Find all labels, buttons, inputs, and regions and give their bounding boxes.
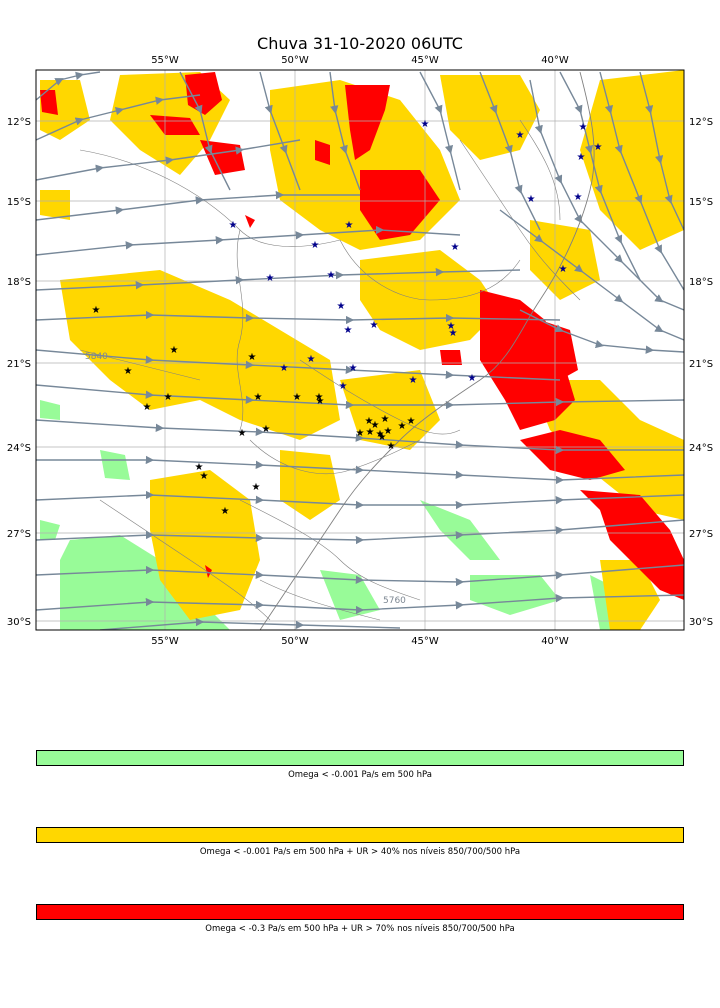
omega-strong-areas	[40, 72, 684, 600]
svg-text:★: ★	[229, 220, 238, 231]
lat-tick-label: 12°S	[689, 117, 713, 128]
svg-text:★: ★	[516, 130, 525, 141]
svg-text:★: ★	[574, 192, 583, 203]
legend-bar-omega-weak	[36, 750, 684, 766]
lon-ticks-bottom: 55°W 50°W 45°W 40°W	[151, 636, 569, 647]
lat-tick-label: 15°S	[7, 197, 31, 208]
svg-text:★: ★	[254, 392, 263, 403]
legend-label-omega-humid: Omega < -0.001 Pa/s em 500 hPa + UR > 40…	[199, 847, 521, 857]
svg-text:★: ★	[143, 402, 152, 413]
svg-text:★: ★	[447, 321, 456, 332]
svg-text:★: ★	[200, 471, 209, 482]
lat-ticks-left: 12°S 15°S 18°S 21°S 24°S 27°S 30°S	[7, 117, 31, 628]
lon-tick-label: 40°W	[541, 636, 569, 647]
svg-text:★: ★	[170, 345, 179, 356]
svg-text:★: ★	[266, 273, 275, 284]
lat-tick-label: 18°S	[689, 277, 713, 288]
streamlines	[36, 71, 684, 630]
lat-tick-label: 24°S	[689, 443, 713, 454]
svg-text:★: ★	[248, 352, 257, 363]
omega-weak-areas	[40, 400, 630, 630]
lon-ticks-top: 55°W 50°W 45°W 40°W	[151, 55, 569, 66]
map-frame	[35, 69, 685, 631]
svg-text:★: ★	[421, 119, 430, 130]
svg-text:★: ★	[371, 420, 380, 431]
legend-bar-omega-humid	[36, 827, 684, 843]
map-title: Chuva 31-10-2020 06UTC	[257, 34, 463, 53]
svg-text:★: ★	[327, 270, 336, 281]
svg-text:★: ★	[349, 363, 358, 374]
svg-text:★: ★	[370, 320, 379, 331]
svg-text:★: ★	[527, 194, 536, 205]
svg-text:★: ★	[195, 462, 204, 473]
svg-text:★: ★	[366, 427, 375, 438]
svg-text:★: ★	[124, 366, 133, 377]
svg-text:★: ★	[468, 373, 477, 384]
svg-text:★: ★	[594, 142, 603, 153]
legend-label-omega-strong: Omega < -0.3 Pa/s em 500 hPa + UR > 70% …	[205, 924, 515, 934]
svg-text:★: ★	[365, 416, 374, 427]
svg-text:★: ★	[387, 441, 396, 452]
lat-tick-label: 24°S	[7, 443, 31, 454]
lat-tick-label: 21°S	[689, 359, 713, 370]
svg-text:★: ★	[344, 325, 353, 336]
svg-text:★: ★	[252, 482, 261, 493]
svg-text:★: ★	[262, 424, 271, 435]
svg-text:★: ★	[316, 396, 325, 407]
svg-text:★: ★	[384, 426, 393, 437]
lat-tick-label: 21°S	[7, 359, 31, 370]
lon-tick-label: 50°W	[281, 636, 309, 647]
lat-tick-label: 12°S	[7, 117, 31, 128]
svg-text:★: ★	[381, 414, 390, 425]
svg-text:★: ★	[92, 305, 101, 316]
svg-text:★: ★	[376, 429, 385, 440]
svg-text:★: ★	[307, 354, 316, 365]
stars-observed: ★★★ ★★★ ★★ ★ ★ ★★ ★★★ ★ ★ ★ ★ ★ ★ ★★★ ★★★	[92, 305, 416, 517]
lat-tick-label: 30°S	[689, 617, 713, 628]
svg-text:★: ★	[409, 375, 418, 386]
lon-tick-label: 50°W	[281, 55, 309, 66]
svg-text:★: ★	[315, 392, 324, 403]
lat-ticks-right: 12°S 15°S 18°S 21°S 24°S 27°S 30°S	[689, 117, 713, 628]
svg-text:★: ★	[579, 122, 588, 133]
lon-tick-label: 45°W	[411, 55, 439, 66]
lat-tick-label: 27°S	[7, 529, 31, 540]
svg-text:★: ★	[238, 428, 247, 439]
lon-tick-label: 55°W	[151, 636, 179, 647]
legend-bar-omega-strong	[36, 904, 684, 920]
svg-text:★: ★	[577, 152, 586, 163]
svg-text:★: ★	[293, 392, 302, 403]
contour-label-5840: 5840	[85, 352, 108, 362]
lat-tick-label: 15°S	[689, 197, 713, 208]
svg-text:★: ★	[449, 328, 458, 339]
svg-text:★: ★	[337, 301, 346, 312]
svg-text:★: ★	[345, 220, 354, 231]
lon-tick-label: 55°W	[151, 55, 179, 66]
coastline	[259, 71, 595, 630]
svg-text:★: ★	[407, 416, 416, 427]
svg-text:★: ★	[356, 428, 365, 439]
map-figure: ★★★ ★★★ ★★ ★ ★ ★★ ★★★ ★ ★ ★ ★ ★ ★ ★★★ ★★★ ★★★ …	[7, 55, 713, 647]
lat-tick-label: 27°S	[689, 529, 713, 540]
svg-text:★: ★	[559, 264, 568, 275]
svg-text:★: ★	[451, 242, 460, 253]
svg-text:★: ★	[280, 363, 289, 374]
lon-tick-label: 40°W	[541, 55, 569, 66]
lon-tick-label: 45°W	[411, 636, 439, 647]
svg-text:★: ★	[311, 240, 320, 251]
contour-label-5760: 5760	[383, 596, 406, 606]
lat-tick-label: 30°S	[7, 617, 31, 628]
legend-label-omega-weak: Omega < -0.001 Pa/s em 500 hPa	[288, 770, 432, 780]
lat-tick-label: 18°S	[7, 277, 31, 288]
svg-text:★: ★	[398, 421, 407, 432]
svg-text:★: ★	[164, 392, 173, 403]
svg-text:★: ★	[221, 506, 230, 517]
stars-stations: ★★★ ★★★ ★★ ★ ★ ★★ ★ ★★ ★ ★ ★ ★★★ ★★★ ★	[229, 119, 603, 392]
svg-text:★: ★	[378, 432, 387, 443]
svg-text:★: ★	[339, 381, 348, 392]
